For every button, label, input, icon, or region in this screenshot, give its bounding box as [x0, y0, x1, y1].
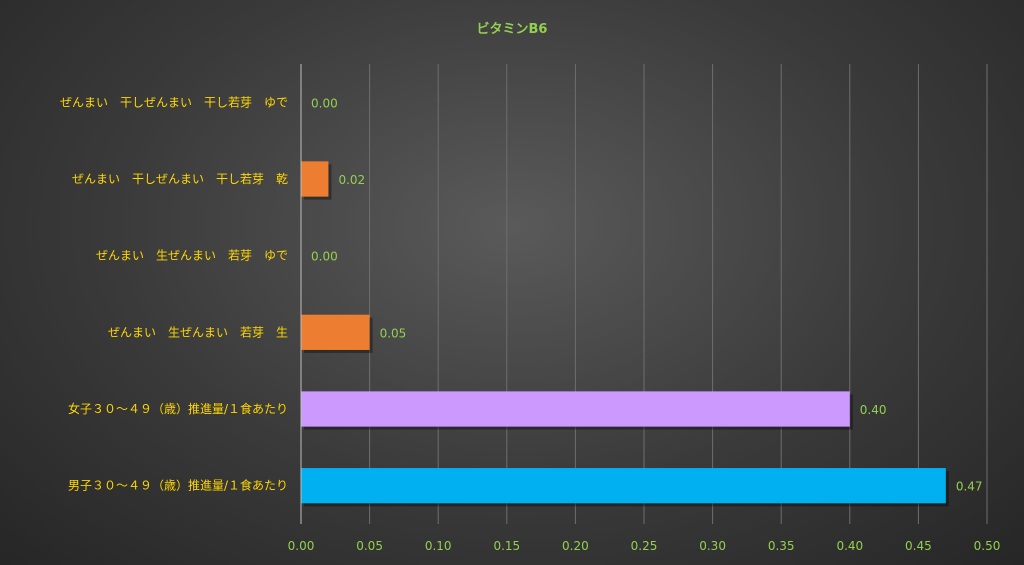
x-tick-label: 0.05: [356, 539, 383, 553]
bar: [301, 468, 946, 504]
x-tick-label: 0.50: [974, 539, 1001, 553]
data-label: 0.00: [311, 250, 338, 264]
x-tick-label: 0.15: [493, 539, 520, 553]
x-tick-label: 0.40: [836, 539, 863, 553]
category-label: 男子３０～４９（歳）推進量/１食あたり: [68, 478, 288, 493]
data-label: 0.47: [956, 480, 983, 494]
x-tick-label: 0.10: [425, 539, 452, 553]
data-label: 0.40: [860, 403, 887, 417]
x-tick-label: 0.45: [905, 539, 932, 553]
category-label: ぜんまい 生ぜんまい 若芽 生: [108, 325, 288, 339]
category-label: 女子３０～４９（歳）推進量/１食あたり: [68, 401, 288, 416]
x-tick-label: 0.35: [768, 539, 795, 553]
category-label: ぜんまい 干しぜんまい 干し若芽 ゆで: [60, 95, 288, 109]
data-label: 0.05: [380, 326, 407, 340]
bar: [301, 391, 850, 427]
category-label: ぜんまい 生ぜんまい 若芽 ゆで: [96, 249, 288, 263]
x-tick-label: 0.30: [699, 539, 726, 553]
data-label: 0.02: [338, 173, 365, 187]
grid-lines: [369, 64, 988, 524]
bar: [301, 314, 370, 350]
x-tick-label: 0.25: [631, 539, 658, 553]
x-tick-label: 0.00: [288, 539, 315, 553]
bar: [301, 161, 329, 197]
category-label: ぜんまい 干しぜんまい 干し若芽 乾: [72, 172, 288, 186]
data-label: 0.00: [311, 96, 338, 110]
x-tick-label: 0.20: [562, 539, 589, 553]
chart-title: ビタミンB6: [477, 21, 548, 37]
bars: 0.00 0.02 0.00 0.05 0.40 0.47: [301, 96, 983, 507]
x-axis-ticks: 0.00 0.05 0.10 0.15 0.20 0.25 0.30 0.35 0.40 0.45…: [288, 539, 1001, 553]
